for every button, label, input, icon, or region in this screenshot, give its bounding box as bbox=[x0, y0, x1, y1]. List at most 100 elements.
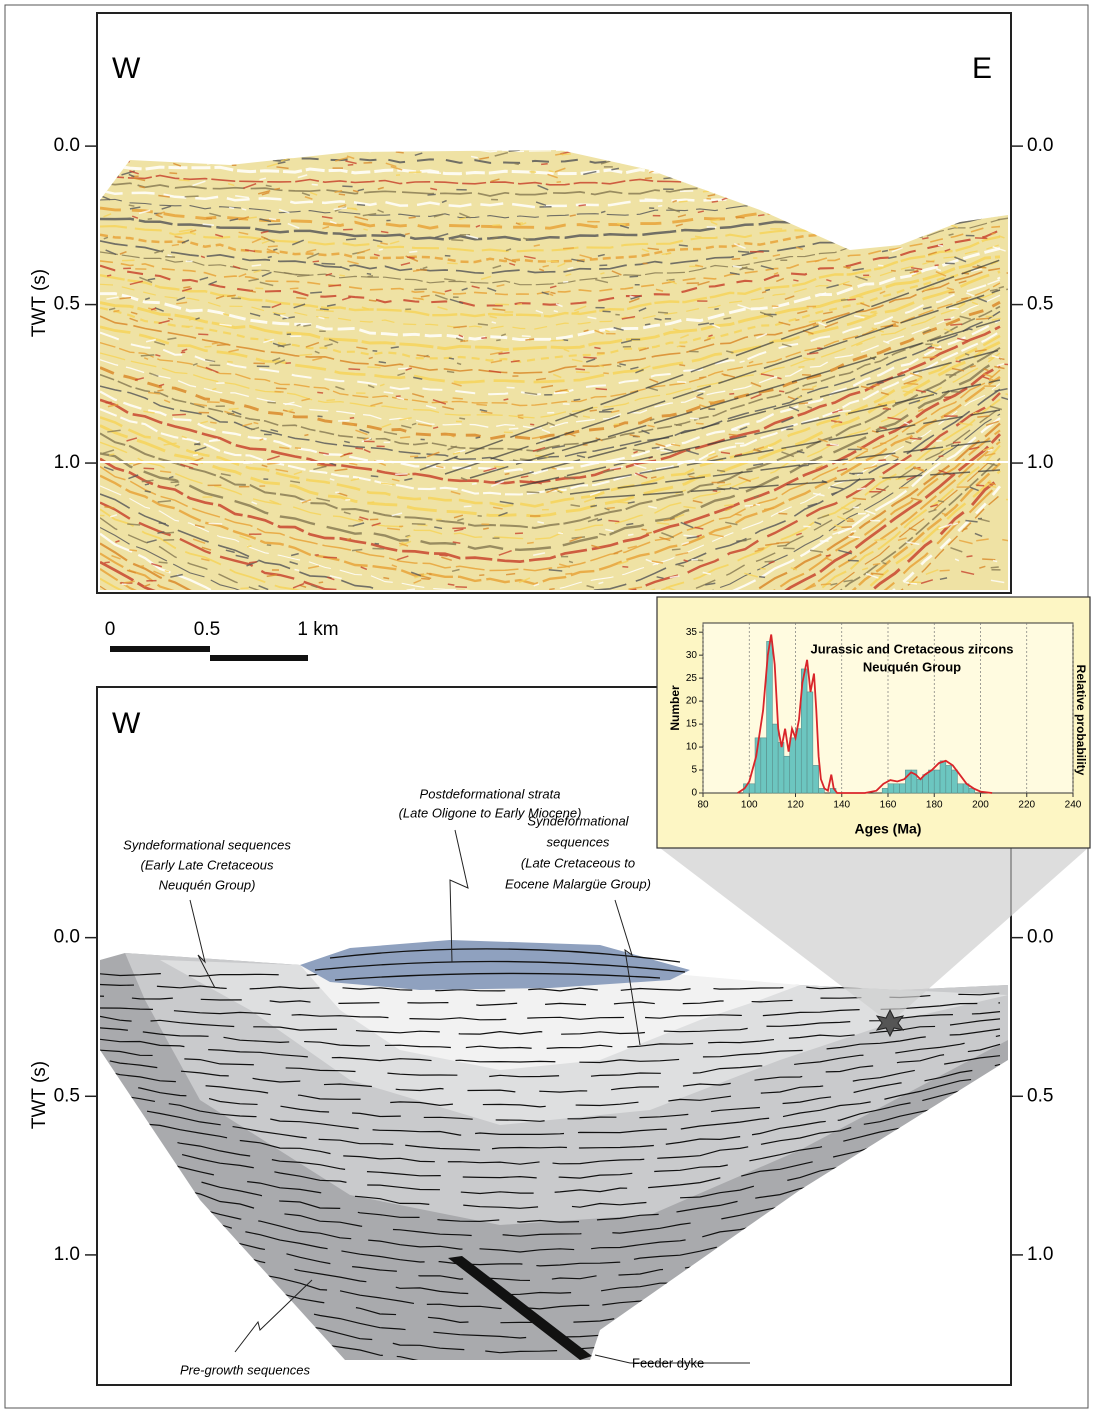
seismic-speckle bbox=[679, 245, 688, 246]
seismic-speckle bbox=[159, 562, 168, 563]
seismic-speckle bbox=[355, 448, 363, 449]
seismic-speckle bbox=[915, 195, 921, 196]
seismic-speckle bbox=[476, 404, 487, 405]
seismic-speckle bbox=[229, 207, 234, 208]
seismic-speckle bbox=[459, 418, 465, 419]
seismic-speckle bbox=[765, 290, 770, 291]
seismic-speckle bbox=[447, 371, 454, 372]
seismic-speckle bbox=[641, 529, 646, 530]
seismic-speckle bbox=[478, 324, 488, 325]
seismic-speckle bbox=[917, 184, 930, 189]
histogram-bar bbox=[778, 742, 784, 793]
seismic-speckle bbox=[944, 397, 950, 398]
y-axis-label: Number bbox=[668, 685, 682, 731]
seismic-reflector bbox=[100, 115, 1000, 134]
seismic-speckle bbox=[310, 292, 322, 293]
seismic-speckle bbox=[913, 172, 918, 174]
seismic-speckle bbox=[923, 168, 935, 173]
scale-label: 1 km bbox=[297, 619, 338, 640]
seismic-speckle bbox=[527, 542, 534, 543]
seismic-speckle bbox=[861, 315, 871, 316]
y-tick-label: 35 bbox=[686, 627, 698, 638]
seismic-speckle bbox=[922, 238, 928, 239]
seismic-speckle bbox=[956, 209, 966, 211]
histogram-bar bbox=[894, 784, 900, 793]
seismic-speckle bbox=[268, 257, 272, 258]
seismic-speckle bbox=[492, 322, 496, 323]
seismic-speckle bbox=[968, 329, 973, 330]
seismic-speckle bbox=[290, 288, 299, 289]
seismic-speckle bbox=[453, 398, 463, 399]
seismic-speckle bbox=[451, 240, 463, 241]
seismic-speckle bbox=[317, 416, 322, 417]
seismic-speckle bbox=[674, 425, 682, 426]
seismic-speckle bbox=[823, 161, 828, 163]
y-tick-label: 0.5 bbox=[1027, 294, 1053, 315]
seismic-speckle bbox=[748, 167, 755, 169]
seismic-speckle bbox=[729, 174, 735, 175]
seismic-speckle bbox=[930, 221, 940, 223]
seismic-speckle bbox=[872, 175, 885, 179]
seismic-speckle bbox=[195, 154, 202, 156]
seismic-speckle bbox=[982, 559, 995, 560]
seismic-speckle bbox=[565, 573, 572, 574]
seismic-speckle bbox=[579, 205, 586, 206]
y-tick-label: 1.0 bbox=[54, 452, 80, 473]
histogram-bar bbox=[819, 788, 825, 793]
seismic-speckle bbox=[346, 239, 356, 240]
seismic-speckle bbox=[296, 298, 306, 299]
seismic-speckle bbox=[679, 365, 685, 366]
x-tick-label: 80 bbox=[697, 800, 709, 811]
seismic-speckle bbox=[363, 229, 367, 230]
histogram-bar bbox=[888, 784, 894, 793]
histogram-bar bbox=[900, 784, 906, 793]
seismic-speckle bbox=[928, 348, 935, 349]
seismic-speckle bbox=[350, 418, 354, 419]
y-axis-label: TWT (s) bbox=[29, 269, 50, 337]
seismic-speckle bbox=[871, 197, 880, 200]
seismic-speckle bbox=[673, 157, 680, 159]
seismic-speckle bbox=[273, 249, 277, 250]
seismic-speckle bbox=[472, 483, 477, 484]
seismic-speckle bbox=[107, 275, 111, 276]
seismic-speckle bbox=[313, 261, 319, 262]
seismic-speckle bbox=[148, 219, 152, 220]
histogram-bar bbox=[790, 738, 796, 793]
seismic-speckle bbox=[849, 273, 857, 274]
seismic-speckle bbox=[249, 562, 257, 563]
seismic-speckle bbox=[690, 418, 699, 419]
seismic-speckle bbox=[751, 189, 760, 192]
seismic-speckle bbox=[405, 233, 410, 234]
seismic-speckle bbox=[991, 567, 999, 568]
seismic-speckle bbox=[617, 502, 629, 503]
seismic-speckle bbox=[630, 276, 639, 277]
seismic-speckle bbox=[445, 148, 454, 150]
seismic-speckle bbox=[549, 589, 554, 590]
seismic-speckle bbox=[409, 251, 417, 252]
seismic-speckle bbox=[786, 429, 793, 430]
seismic-speckle bbox=[893, 158, 900, 159]
seismic-speckle bbox=[832, 167, 839, 169]
seismic-speckle bbox=[878, 265, 883, 266]
seismic-speckle bbox=[768, 154, 775, 157]
seismic-speckle bbox=[950, 324, 962, 325]
seismic-speckle bbox=[901, 237, 906, 239]
y-tick-label: 1.0 bbox=[1027, 1244, 1053, 1265]
seismic-speckle bbox=[227, 361, 232, 362]
seismic-speckle bbox=[541, 164, 548, 165]
seismic-speckle bbox=[892, 166, 898, 168]
seismic-speckle bbox=[841, 300, 848, 301]
x-tick-label: 140 bbox=[833, 800, 850, 811]
seismic-speckle bbox=[972, 206, 978, 208]
x-axis-label: Ages (Ma) bbox=[855, 821, 922, 837]
histogram-bar bbox=[796, 729, 802, 793]
west-label: W bbox=[112, 52, 141, 85]
seismic-speckle bbox=[938, 245, 943, 246]
seismic-speckle bbox=[141, 355, 155, 356]
seismic-speckle bbox=[975, 238, 987, 239]
seismic-speckle bbox=[360, 224, 365, 225]
histogram-bar bbox=[940, 761, 946, 793]
x-tick-label: 160 bbox=[880, 800, 897, 811]
histogram-bar bbox=[928, 770, 934, 793]
y-tick-label: 25 bbox=[686, 673, 698, 684]
